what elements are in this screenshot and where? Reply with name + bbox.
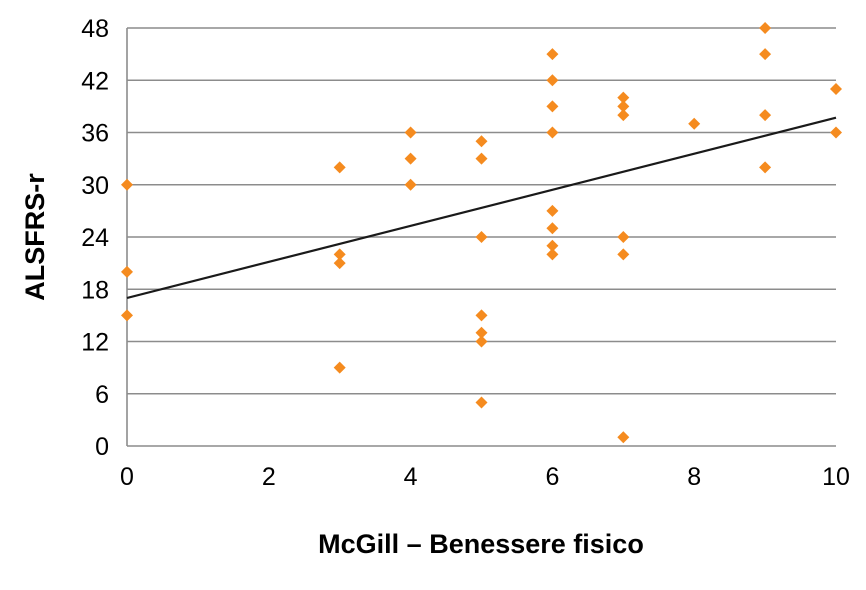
data-point <box>475 231 488 243</box>
y-tick-label: 48 <box>81 15 109 43</box>
data-point <box>688 117 701 130</box>
data-point <box>759 48 772 61</box>
x-tick-label: 4 <box>404 463 418 491</box>
data-point <box>475 326 488 339</box>
trendline <box>126 116 837 300</box>
data-point <box>617 100 630 113</box>
data-point <box>404 152 417 165</box>
data-point <box>475 396 488 409</box>
data-point <box>404 126 417 139</box>
data-point <box>121 309 133 322</box>
data-point <box>333 257 346 270</box>
data-point <box>333 361 346 374</box>
x-tick-label: 0 <box>120 463 134 491</box>
data-point <box>617 91 630 104</box>
data-point <box>546 222 559 235</box>
data-point <box>759 109 772 122</box>
data-points <box>121 22 842 444</box>
y-tick-label: 0 <box>95 433 109 461</box>
data-point <box>546 248 559 261</box>
data-point <box>404 178 417 191</box>
data-point <box>546 126 559 139</box>
y-tick-label: 42 <box>81 67 109 95</box>
data-point <box>333 161 346 174</box>
x-tick-label: 2 <box>262 463 276 491</box>
x-axis-title: McGill – Benessere fisico <box>318 529 644 559</box>
data-point <box>475 335 488 348</box>
data-point <box>546 74 559 87</box>
data-point <box>617 231 630 243</box>
y-tick-labels: 0 6 12 18 24 30 36 42 48 <box>81 15 109 461</box>
data-point <box>121 265 133 278</box>
data-point <box>759 161 772 174</box>
x-tick-label: 8 <box>687 463 701 491</box>
data-point <box>617 431 630 444</box>
data-point <box>617 109 630 122</box>
trendline-group <box>126 116 837 300</box>
y-tick-label: 18 <box>81 276 109 304</box>
data-point <box>546 239 559 252</box>
data-point <box>617 248 630 261</box>
x-tick-labels: 0 2 4 6 8 10 <box>120 463 850 491</box>
data-point <box>333 248 346 261</box>
y-tick-label: 36 <box>81 120 109 148</box>
data-point <box>475 152 488 165</box>
x-tick-label: 6 <box>545 463 559 491</box>
data-point <box>546 48 559 61</box>
data-point <box>121 178 133 191</box>
data-point <box>830 126 842 139</box>
data-point <box>830 82 842 95</box>
data-point <box>475 135 488 148</box>
data-point <box>546 204 559 217</box>
y-tick-label: 6 <box>95 381 109 409</box>
data-point <box>546 100 559 113</box>
y-axis-title: ALSFRS-r <box>20 173 50 301</box>
x-tick-label: 10 <box>822 463 850 491</box>
data-point <box>759 22 772 34</box>
y-tick-label: 30 <box>81 172 109 200</box>
y-tick-label: 12 <box>81 329 109 357</box>
y-tick-label: 24 <box>81 224 109 252</box>
data-point <box>475 309 488 322</box>
